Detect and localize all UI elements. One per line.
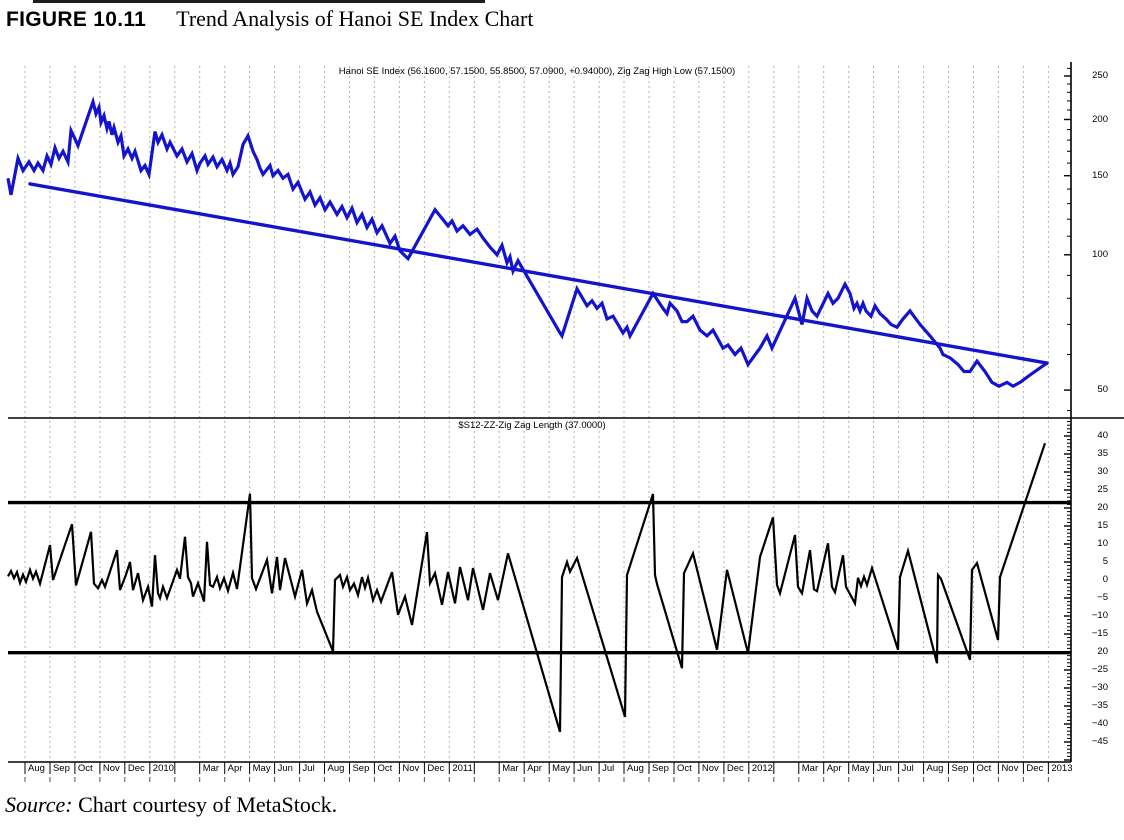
x-axis-label: Sep xyxy=(352,763,370,774)
figure-heading: FIGURE 10.11 Trend Analysis of Hanoi SE … xyxy=(6,6,533,32)
x-axis-label: Oct xyxy=(77,763,93,774)
zigzag-line xyxy=(6,96,1048,389)
osc-y-axis-label: −40 xyxy=(1091,718,1108,729)
x-axis-label: Sep xyxy=(652,763,669,774)
x-axis-label: Mar xyxy=(202,763,220,774)
price-panel-title: Hanoi SE Index (56.1600, 57.1500, 55.850… xyxy=(338,66,736,77)
x-axis-label: Jul xyxy=(901,763,914,774)
x-axis-label: Apr xyxy=(227,763,243,774)
x-axis-label: 2012 xyxy=(751,763,773,774)
osc-y-axis-label: 30 xyxy=(1097,466,1108,477)
figure-title: Trend Analysis of Hanoi SE Index Chart xyxy=(176,6,534,31)
osc-y-axis-label: 40 xyxy=(1097,430,1108,441)
x-axis-label: Aug xyxy=(28,763,45,774)
figure-number: FIGURE 10.11 xyxy=(6,8,147,31)
x-axis-label: Nov xyxy=(402,763,420,774)
x-axis-label: Dec xyxy=(726,763,744,774)
x-axis-label: Aug xyxy=(926,763,944,774)
osc-y-axis-label: −10 xyxy=(1091,610,1108,621)
x-axis-label: Jul xyxy=(302,763,315,774)
osc-y-axis-label: 10 xyxy=(1097,538,1108,549)
source-prefix: Source: xyxy=(5,792,73,817)
x-axis-label: Sep xyxy=(52,763,70,774)
x-axis-label: Nov xyxy=(1001,763,1019,774)
oscillator-line xyxy=(7,442,1047,733)
osc-y-axis-label: 15 xyxy=(1097,520,1108,531)
osc-y-axis-label: −25 xyxy=(1091,664,1108,675)
x-axis-label: Nov xyxy=(102,763,120,774)
osc-y-axis-label: −5 xyxy=(1097,592,1108,603)
x-axis-label: Mar xyxy=(801,763,819,774)
osc-y-axis-label: 20 xyxy=(1097,646,1108,657)
price-y-axis-label: 100 xyxy=(1092,248,1108,260)
x-axis-label: Dec xyxy=(427,763,445,774)
x-axis-label: Jul xyxy=(602,763,615,774)
x-axis-label: 2010 xyxy=(152,763,174,774)
source-text: Chart courtesy of MetaStock. xyxy=(72,792,338,817)
x-axis-label: Apr xyxy=(527,763,542,774)
x-axis-label: Nov xyxy=(701,763,719,774)
page-top-rule xyxy=(33,0,485,3)
x-axis-label: Jun xyxy=(876,763,892,774)
price-y-axis-label: 200 xyxy=(1092,113,1108,125)
x-axis-label: 2011 xyxy=(452,763,473,774)
price-y-axis-label: 150 xyxy=(1092,169,1108,181)
osc-y-axis-label: 5 xyxy=(1102,556,1108,567)
source-caption: Source: Chart courtesy of MetaStock. xyxy=(5,792,337,818)
x-axis-label: Oct xyxy=(676,763,692,774)
osc-y-axis-label: 25 xyxy=(1097,484,1108,495)
x-axis-label: Apr xyxy=(826,763,842,774)
x-axis-label: Aug xyxy=(627,763,644,774)
osc-y-axis-label: −30 xyxy=(1091,682,1108,693)
x-axis-label: Aug xyxy=(327,763,345,774)
price-y-axis-label: 50 xyxy=(1097,384,1108,396)
price-y-axis-label: 250 xyxy=(1092,70,1108,81)
x-axis-label: May xyxy=(552,763,571,774)
x-axis-label: Dec xyxy=(127,763,145,774)
x-axis-label: May xyxy=(851,763,870,774)
x-axis-label: Jun xyxy=(577,763,593,774)
osc-y-axis-label: −15 xyxy=(1091,628,1108,639)
x-axis-label: Mar xyxy=(502,763,519,774)
osc-y-axis-label: 35 xyxy=(1097,448,1108,459)
x-axis-label: May xyxy=(252,763,271,774)
oscillator-panel-title: $S12-ZZ-Zig Zag Length (37.0000) xyxy=(458,420,606,431)
x-axis-label: Dec xyxy=(1026,763,1044,774)
downtrend-line xyxy=(28,182,1049,365)
osc-y-axis-label: 20 xyxy=(1097,502,1108,513)
osc-y-axis-label: −45 xyxy=(1091,736,1108,747)
osc-y-axis-label: 0 xyxy=(1102,574,1108,585)
x-axis-label: 2013 xyxy=(1051,763,1073,774)
osc-y-axis-label: −35 xyxy=(1091,700,1108,711)
x-axis-label: Oct xyxy=(976,763,992,774)
x-axis-label: Jun xyxy=(277,763,293,774)
x-axis-label: Sep xyxy=(951,763,969,774)
x-axis-label: Oct xyxy=(377,763,393,774)
